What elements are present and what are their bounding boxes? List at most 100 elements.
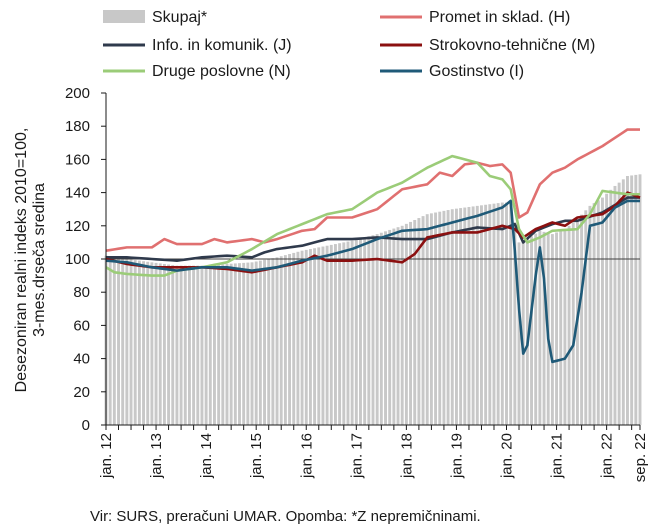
bar-total-2017-11: [396, 227, 400, 425]
bar-total-2019-01: [454, 208, 458, 425]
y-tick-label: 0: [82, 417, 90, 434]
bar-total-2021-05: [571, 222, 575, 425]
bar-total-2018-01: [404, 223, 408, 425]
bar-total-2016-11: [346, 241, 350, 425]
bar-total-2020-10: [542, 231, 546, 425]
bar-total-2016-12: [350, 240, 354, 425]
bar-total-2015-10: [292, 252, 296, 425]
bar-total-2015-09: [288, 254, 292, 425]
series-line-trade: [105, 128, 640, 252]
bar-total-2017-12: [400, 225, 404, 425]
bar-total-2018-05: [421, 216, 425, 425]
x-ticks: jan. 12 jan. 13 jan. 14 jan. 15 jan. 16 jan. …: [98, 425, 649, 482]
source-note: Vir: SURS, preračuni UMAR. Opomba: *Z ne…: [90, 508, 481, 525]
bar-total-2015-11: [296, 251, 300, 425]
bar-total-2022-02: [609, 189, 613, 425]
x-tick-label: jan. 18: [398, 433, 415, 479]
bar-total-2018-08: [434, 212, 438, 425]
y-tick-label: 20: [73, 384, 90, 401]
bar-total-2012-02: [108, 256, 112, 425]
bar-total-2019-10: [492, 203, 496, 425]
bar-total-2022-03: [613, 185, 617, 425]
bar-total-2022-08: [634, 174, 638, 425]
bar-total-2016-09: [338, 243, 342, 425]
x-tick-label: jan. 17: [348, 433, 365, 479]
bar-total-2012-03: [112, 257, 116, 425]
bar-total-2018-02: [409, 221, 413, 425]
bar-total-2020-08: [534, 233, 538, 425]
y-axis-label-line-2: 3-mes.drseča sredina: [31, 183, 48, 337]
bar-total-2014-01: [204, 265, 208, 425]
bar-total-2016-06: [325, 245, 329, 425]
y-tick-label: 180: [65, 118, 90, 135]
bar-total-2021-09: [588, 205, 592, 425]
bar-total-2013-06: [175, 265, 179, 425]
bar-total-2019-11: [496, 203, 500, 425]
bar-total-2017-08: [384, 231, 387, 425]
bar-total-2014-05: [221, 264, 225, 425]
bar-total-2020-12: [550, 234, 554, 425]
bar-total-2016-05: [321, 246, 325, 425]
y-axis-label: Desezoniran realni indeks 2010=100, 3-me…: [13, 128, 48, 393]
bar-total-2014-10: [242, 262, 246, 425]
bar-total-2014-04: [217, 264, 221, 425]
bar-total-2014-12: [250, 262, 254, 425]
bar-total-2017-02: [359, 238, 362, 425]
bar-total-2017-05: [371, 235, 375, 425]
bar-total-2014-03: [213, 264, 216, 425]
x-tick-label: jan. 22: [599, 433, 616, 479]
legend-label-other: Druge poslovne (N): [152, 63, 291, 80]
bar-total-2022-07: [630, 175, 634, 425]
bar-total-2014-06: [225, 263, 229, 425]
bar-total-2021-12: [600, 197, 604, 425]
bar-total-2016-10: [342, 242, 346, 425]
bar-total-2013-10: [192, 265, 196, 425]
x-tick-label: jan. 20: [499, 433, 516, 479]
y-tick-label: 160: [65, 151, 90, 168]
bar-total-2020-03: [513, 222, 517, 425]
x-tick-label: jan. 14: [198, 433, 215, 479]
x-tick-label: jan. 13: [148, 433, 165, 479]
bar-total-2013-09: [187, 265, 191, 425]
bar-total-2022-09: [638, 174, 642, 425]
bar-total-2013-11: [196, 265, 200, 425]
bar-total-2014-11: [246, 262, 250, 425]
bar-total-2017-10: [392, 228, 396, 425]
bar-total-2019-02: [459, 208, 463, 425]
bar-total-2014-02: [208, 265, 212, 425]
legend-label-total: Skupaj*: [152, 9, 207, 26]
bar-total-2018-12: [450, 209, 454, 425]
bar-total-2021-11: [596, 200, 600, 425]
bar-total-2012-09: [137, 260, 141, 425]
bar-total-2015-05: [271, 258, 275, 425]
bar-total-2016-08: [333, 244, 337, 425]
bar-total-2019-05: [471, 206, 475, 425]
bar-total-2020-01: [505, 202, 508, 425]
bar-total-2019-07: [480, 205, 483, 425]
bar-total-2020-04: [517, 242, 521, 425]
bar-total-2020-09: [538, 230, 542, 425]
series-line-info: [106, 196, 640, 262]
y-tick-label: 60: [73, 317, 90, 334]
bar-total-2013-08: [183, 265, 187, 425]
bar-total-2016-07: [329, 244, 333, 425]
legend-label-prof: Strokovno-tehnične (M): [429, 37, 595, 54]
bar-total-2020-02: [509, 202, 513, 425]
legend-label-hosp: Gostinstvo (I): [429, 63, 524, 80]
bar-total-2017-06: [375, 234, 379, 425]
legend-swatch-total: [103, 10, 145, 23]
bar-total-2022-05: [621, 179, 625, 425]
bar-total-2016-02: [308, 249, 312, 425]
y-tick-label: 80: [73, 284, 90, 301]
bar-total-2018-10: [442, 210, 446, 425]
bar-total-2022-01: [605, 193, 609, 425]
bar-total-2015-06: [275, 257, 279, 425]
bar-total-2012-12: [150, 262, 154, 425]
bar-total-2020-06: [525, 239, 529, 425]
bar-total-2022-06: [626, 176, 629, 425]
bar-total-2013-07: [179, 265, 183, 425]
bar-total-2015-03: [263, 259, 266, 425]
bar-total-2014-09: [238, 263, 241, 425]
bar-total-2012-10: [142, 261, 146, 425]
